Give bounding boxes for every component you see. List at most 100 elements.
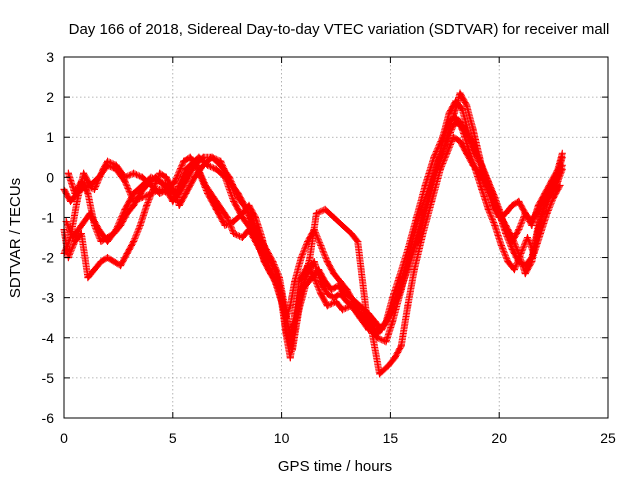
data-point — [112, 165, 120, 173]
y-tick-label: 0 — [46, 169, 54, 185]
y-tick-label: -2 — [42, 250, 55, 266]
x-tick-label: 10 — [274, 430, 290, 446]
data-point — [123, 250, 131, 257]
data-point — [104, 161, 111, 169]
data-point — [469, 141, 477, 149]
data-point — [71, 238, 79, 245]
data-point — [138, 173, 146, 181]
y-tick-label: -6 — [42, 410, 55, 426]
data-point — [534, 201, 542, 209]
data-point — [330, 270, 338, 278]
data-point — [204, 189, 212, 197]
data-point — [504, 258, 512, 266]
data-point — [528, 222, 536, 229]
data-point — [384, 362, 392, 370]
data-point — [347, 230, 355, 237]
data-point — [389, 318, 397, 326]
data-point — [199, 161, 207, 169]
data-point — [117, 262, 125, 270]
y-tick-label: -4 — [42, 330, 55, 346]
data-point — [67, 197, 74, 205]
data-point — [289, 346, 296, 354]
data-point — [186, 153, 194, 161]
data-point — [221, 222, 229, 229]
data-point — [217, 161, 225, 169]
data-point — [110, 258, 118, 266]
x-tick-label: 25 — [600, 430, 616, 446]
data-point — [354, 238, 362, 245]
y-tick-label: -5 — [42, 370, 55, 386]
data-point — [371, 318, 379, 326]
data-point — [378, 326, 386, 334]
data-point — [417, 205, 425, 213]
data-point — [391, 298, 399, 306]
data-point — [160, 181, 168, 189]
data-point — [252, 226, 259, 233]
data-point — [243, 205, 251, 213]
data-point — [291, 278, 299, 286]
data-point — [456, 89, 464, 97]
data-point — [130, 169, 138, 177]
data-point — [330, 213, 338, 221]
series-track-5 — [60, 117, 566, 354]
data-point — [308, 274, 316, 282]
data-point — [356, 302, 364, 310]
data-point — [208, 153, 216, 161]
data-point — [352, 306, 360, 314]
data-point — [234, 193, 242, 201]
data-point — [77, 230, 85, 237]
data-point — [91, 222, 98, 229]
data-point — [452, 105, 460, 113]
chart-title: Day 166 of 2018, Sidereal Day-to-day VTE… — [69, 21, 610, 38]
data-point — [315, 266, 323, 274]
data-point — [80, 169, 88, 177]
data-point — [212, 205, 220, 213]
data-point — [323, 258, 331, 266]
data-point — [558, 149, 566, 157]
data-point — [341, 290, 349, 298]
data-point — [339, 306, 346, 314]
data-point — [491, 222, 499, 229]
data-point — [463, 129, 471, 137]
data-point — [521, 262, 529, 270]
data-point — [282, 310, 290, 318]
data-point — [334, 282, 342, 290]
data-point — [123, 209, 131, 217]
data-point — [336, 278, 344, 286]
data-point — [117, 222, 125, 229]
data-point — [230, 197, 238, 205]
data-point — [191, 173, 199, 181]
data-point — [162, 173, 170, 181]
data-point — [515, 258, 523, 266]
data-point — [286, 354, 294, 362]
data-point — [541, 189, 549, 197]
data-point — [400, 270, 407, 278]
data-point — [456, 117, 464, 125]
data-point — [180, 157, 188, 165]
data-point — [223, 213, 231, 221]
data-point — [317, 242, 325, 249]
data-point — [463, 149, 471, 157]
data-point — [149, 185, 157, 193]
data-point — [238, 213, 246, 221]
data-point — [156, 169, 164, 177]
data-point — [130, 201, 138, 209]
data-point — [121, 205, 129, 213]
data-point — [265, 266, 272, 274]
data-point — [312, 209, 320, 217]
data-point — [558, 165, 566, 173]
data-point — [195, 153, 203, 161]
data-point — [397, 342, 405, 350]
y-tick-label: -1 — [42, 209, 55, 225]
data-point — [508, 246, 516, 253]
data-point — [71, 189, 79, 197]
data-point — [515, 197, 523, 205]
data-point — [371, 326, 379, 334]
data-point — [84, 274, 92, 282]
data-point — [482, 173, 490, 181]
data-point — [64, 169, 72, 177]
data-point — [91, 266, 98, 274]
data-point — [347, 294, 355, 302]
data-point — [130, 238, 138, 245]
